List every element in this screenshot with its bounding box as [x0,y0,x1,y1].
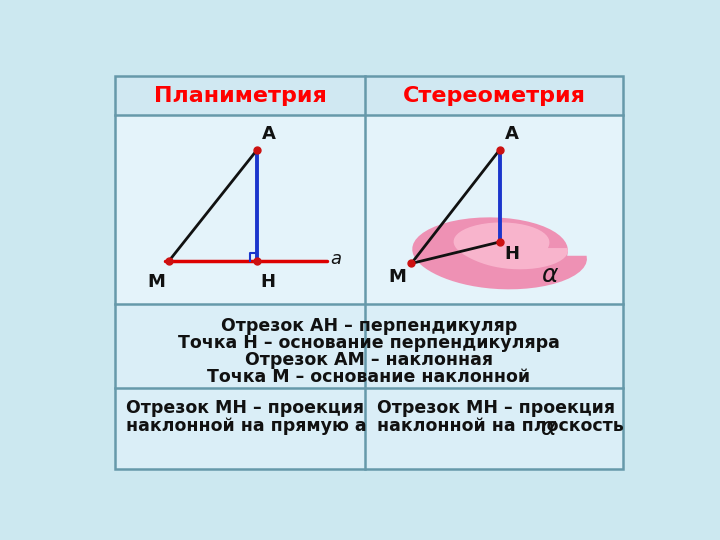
Bar [115,76,623,115]
Text: Планиметрия: Планиметрия [153,86,326,106]
Text: Точка М – основание наклонной: Точка М – основание наклонной [207,368,531,386]
Text: наклонной на плоскость: наклонной на плоскость [377,417,629,435]
Bar [115,303,623,469]
Text: М: М [389,268,407,286]
Text: Н: Н [261,273,276,292]
Text: Отрезок АН – перпендикуляр: Отрезок АН – перпендикуляр [221,318,517,335]
Text: Отрезок АМ – наклонная: Отрезок АМ – наклонная [245,351,493,369]
Bar [115,115,623,303]
Text: наклонной на прямую а: наклонной на прямую а [127,417,367,435]
Text: А: А [262,125,276,143]
Text: М: М [148,273,166,292]
PathPatch shape [454,222,568,269]
Text: Отрезок МН – проекция: Отрезок МН – проекция [377,399,615,417]
Text: А: А [505,125,518,143]
Text: Точка Н – основание перпендикуляра: Точка Н – основание перпендикуляра [178,334,560,352]
Text: $\alpha$: $\alpha$ [541,264,559,287]
Text: Н: Н [505,245,520,263]
Text: $\alpha$: $\alpha$ [540,417,557,440]
Text: Отрезок МН – проекция: Отрезок МН – проекция [127,399,364,417]
PathPatch shape [413,217,587,289]
Text: а: а [330,250,341,268]
Text: Стереометрия: Стереометрия [402,86,585,106]
